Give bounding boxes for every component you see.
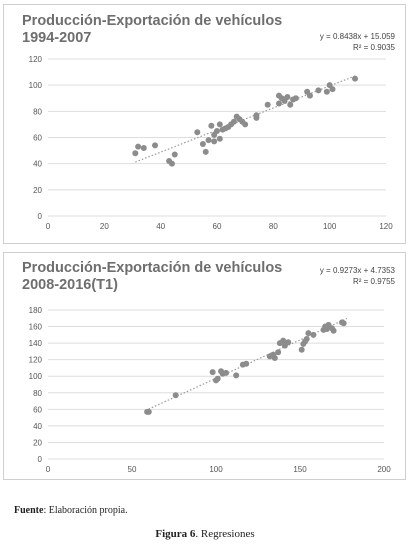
y-tick-label-1-2: 40 bbox=[33, 160, 42, 169]
r-squared-1: R² = 0.9035 bbox=[352, 43, 395, 52]
data-point-2-24 bbox=[305, 330, 312, 337]
y-tick-label-2-6: 120 bbox=[29, 356, 43, 365]
y-tick-label-1-5: 100 bbox=[29, 81, 43, 90]
data-point-1-33 bbox=[284, 93, 291, 100]
data-point-2-1 bbox=[145, 408, 152, 415]
data-point-1-5 bbox=[168, 160, 175, 167]
x-tick-label-2-4: 200 bbox=[377, 465, 391, 474]
y-tick-label-2-0: 0 bbox=[38, 455, 43, 464]
figure-text: . Regresiones bbox=[195, 528, 255, 540]
data-point-2-2 bbox=[172, 392, 179, 399]
x-tick-label-1-5: 100 bbox=[323, 222, 337, 231]
data-point-1-8 bbox=[199, 141, 206, 148]
y-tick-label-1-0: 0 bbox=[38, 212, 43, 221]
data-point-1-29 bbox=[275, 100, 282, 107]
data-point-2-33 bbox=[340, 320, 347, 327]
x-tick-label-1-0: 0 bbox=[46, 222, 51, 231]
x-tick-label-1-6: 120 bbox=[379, 222, 393, 231]
data-point-2-17 bbox=[280, 337, 287, 344]
data-point-2-25 bbox=[310, 331, 317, 338]
data-point-1-7 bbox=[194, 129, 201, 136]
data-point-1-0 bbox=[132, 150, 139, 157]
x-tick-label-2-3: 150 bbox=[293, 465, 307, 474]
data-point-1-38 bbox=[306, 92, 313, 99]
regression-equation-2: y = 0.9273x + 4.7353 R² = 0.9755 bbox=[320, 265, 395, 287]
data-point-1-42 bbox=[329, 86, 336, 93]
data-point-1-1 bbox=[135, 143, 142, 150]
chart-panel-1994-2007: Producción-Exportación de vehículos 1994… bbox=[3, 4, 406, 244]
trendline-1 bbox=[135, 75, 356, 163]
x-tick-label-1-1: 20 bbox=[100, 222, 109, 231]
data-point-2-14 bbox=[271, 355, 278, 362]
data-point-1-28 bbox=[264, 101, 271, 108]
figure-caption: Figura 6. Regresiones bbox=[0, 528, 410, 540]
data-point-2-11 bbox=[243, 360, 250, 367]
data-point-1-39 bbox=[315, 87, 322, 94]
data-point-1-11 bbox=[208, 122, 215, 129]
x-tick-label-1-3: 60 bbox=[213, 222, 222, 231]
y-tick-label-2-3: 60 bbox=[33, 405, 42, 414]
x-tick-label-1-4: 80 bbox=[269, 222, 278, 231]
data-point-1-9 bbox=[202, 148, 209, 155]
y-tick-label-2-5: 100 bbox=[29, 372, 43, 381]
data-point-2-3 bbox=[209, 369, 216, 376]
data-point-2-19 bbox=[285, 339, 292, 346]
y-tick-label-1-3: 60 bbox=[33, 134, 42, 143]
data-point-1-34 bbox=[287, 101, 294, 108]
data-point-1-2 bbox=[140, 144, 147, 151]
data-point-1-40 bbox=[323, 88, 330, 95]
y-tick-label-2-8: 160 bbox=[29, 323, 43, 332]
data-point-2-9 bbox=[233, 372, 240, 379]
data-point-2-15 bbox=[275, 349, 282, 356]
y-tick-label-2-7: 140 bbox=[29, 339, 43, 348]
data-point-1-25 bbox=[242, 121, 249, 128]
data-point-1-36 bbox=[292, 95, 299, 102]
y-tick-label-2-4: 80 bbox=[33, 389, 42, 398]
chart-title-2: Producción-Exportación de vehículos 2008… bbox=[22, 260, 282, 294]
chart-panel-2008-2016: Producción-Exportación de vehículos 2008… bbox=[3, 252, 406, 480]
y-tick-label-2-1: 20 bbox=[33, 438, 42, 447]
y-tick-label-1-1: 20 bbox=[33, 186, 42, 195]
data-point-1-27 bbox=[253, 112, 260, 119]
regression-equation-1: y = 0.8438x + 15.059 R² = 0.9035 bbox=[320, 31, 395, 53]
y-tick-label-2-9: 180 bbox=[29, 306, 43, 315]
data-point-2-31 bbox=[330, 327, 337, 334]
data-point-1-3 bbox=[152, 142, 159, 149]
r-squared-2: R² = 0.9755 bbox=[352, 277, 395, 286]
scatter-plot-2: 0 20 40 60 80 100 120 140 160 180 0 50 100 150 200 bbox=[29, 306, 392, 474]
data-point-2-5 bbox=[214, 375, 221, 382]
data-point-1-21 bbox=[230, 118, 237, 125]
data-point-1-10 bbox=[205, 137, 212, 144]
data-point-1-14 bbox=[214, 127, 220, 134]
data-point-1-13 bbox=[211, 138, 218, 145]
x-tick-label-1-2: 40 bbox=[156, 222, 165, 231]
x-tick-label-2-0: 0 bbox=[46, 465, 51, 474]
data-point-1-43 bbox=[352, 75, 359, 82]
data-point-1-6 bbox=[171, 151, 178, 158]
equation-2: y = 0.9273x + 4.7353 bbox=[319, 266, 395, 275]
chart-title-1-line1: Producción-Exportación de vehículos bbox=[22, 13, 283, 29]
data-point-2-20 bbox=[298, 346, 305, 353]
data-point-1-15 bbox=[216, 121, 223, 128]
chart-title-1: Producción-Exportación de vehículos 1994… bbox=[22, 13, 282, 47]
source-note: Fuente: Elaboración propia. bbox=[14, 505, 128, 516]
x-tick-label-2-1: 50 bbox=[128, 465, 137, 474]
source-text: : Elaboración propia. bbox=[43, 505, 128, 516]
data-point-2-23 bbox=[303, 335, 310, 342]
scatter-plot-1: 0 20 40 60 80 100 120 0 20 40 60 80 100 120 bbox=[29, 55, 394, 231]
data-point-1-16 bbox=[216, 135, 223, 142]
equation-1: y = 0.8438x + 15.059 bbox=[319, 32, 395, 41]
x-tick-label-2-2: 100 bbox=[209, 465, 223, 474]
chart-title-2-line1: Producción-Exportación de vehículos bbox=[22, 260, 283, 276]
y-tick-label-1-4: 80 bbox=[33, 107, 42, 116]
chart-title-1-line2: 1994-2007 bbox=[22, 30, 92, 46]
source-label: Fuente bbox=[14, 505, 44, 516]
figure-label: Figura 6 bbox=[155, 528, 196, 540]
y-tick-label-2-2: 40 bbox=[33, 422, 42, 431]
data-point-2-8 bbox=[223, 369, 230, 376]
y-tick-label-1-6: 120 bbox=[29, 55, 43, 64]
chart-title-2-line2: 2008-2016(T1) bbox=[22, 277, 118, 293]
